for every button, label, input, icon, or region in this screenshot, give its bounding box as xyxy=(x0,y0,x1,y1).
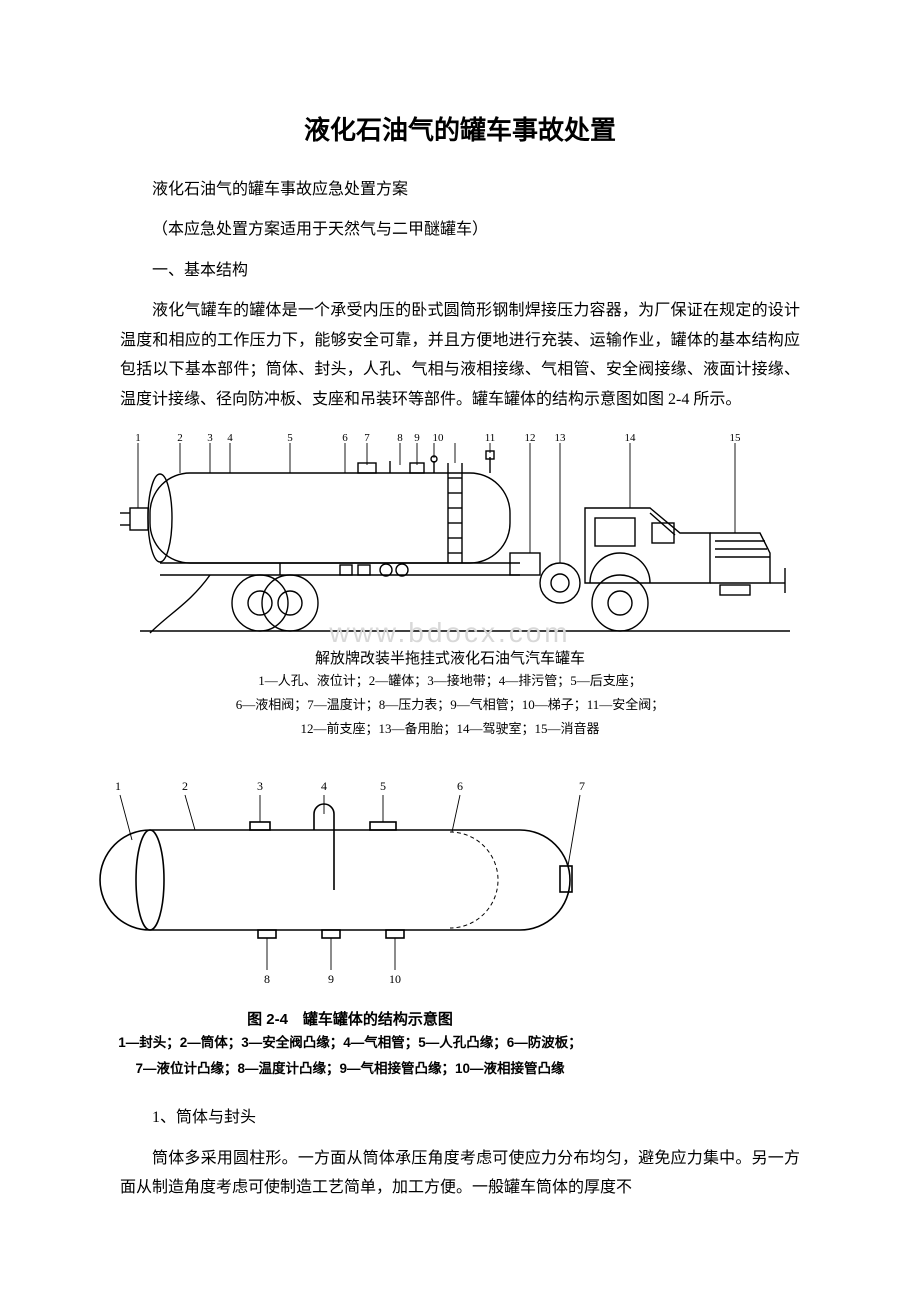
fig1-caption-line2: 6—液相阀；7—温度计；8—压力表；9—气相管；10—梯子；11—安全阀； xyxy=(90,694,810,716)
fig1-caption-line1: 1—人孔、液位计；2—罐体；3—接地带；4—排污管；5—后支座； xyxy=(90,670,810,692)
fig2-caption-main: 图 2-4 罐车罐体的结构示意图 xyxy=(90,1008,610,1029)
fig2-label-5: 5 xyxy=(380,779,386,793)
paragraph-body-1: 液化气罐车的罐体是一个承受内压的卧式圆筒形钢制焊接压力容器，为厂保证在规定的设计… xyxy=(120,296,800,414)
tank-diagram-svg: 1 2 3 4 5 6 7 8 9 10 xyxy=(90,770,610,990)
fig1-caption-line3: 12—前支座；13—备用胎；14—驾驶室；15—消音器 xyxy=(90,718,810,740)
paragraph-intro-1: 液化石油气的罐车事故应急处置方案 xyxy=(120,175,800,205)
subsection-heading-1: 1、筒体与封头 xyxy=(120,1103,800,1133)
truck-diagram-svg: 1 2 3 4 5 6 7 8 9 10 11 12 13 14 15 xyxy=(90,433,810,643)
fig1-label-9: 9 xyxy=(414,433,420,444)
fig2-caption-line2: 7—液位计凸缘；8—温度计凸缘；9—气相接管凸缘；10—液相接管凸缘 xyxy=(90,1057,610,1081)
fig2-label-2: 2 xyxy=(182,779,188,793)
fig1-label-1: 1 xyxy=(135,433,141,444)
watermark-text: www.bdocx.com xyxy=(90,617,810,649)
fig1-label-2: 2 xyxy=(177,433,183,444)
fig2-caption-line1: 1—封头；2—筒体；3—安全阀凸缘；4—气相管；5—人孔凸缘；6—防波板； xyxy=(90,1031,610,1055)
paragraph-body-2: 筒体多采用圆柱形。一方面从筒体承压角度考虑可使应力分布均匀，避免应力集中。另一方… xyxy=(120,1144,800,1203)
page-title: 液化石油气的罐车事故处置 xyxy=(120,110,800,147)
fig1-label-11: 11 xyxy=(485,433,496,444)
fig1-label-4: 4 xyxy=(227,433,233,444)
figure-truck: 1 2 3 4 5 6 7 8 9 10 11 12 13 14 15 www.… xyxy=(90,433,810,740)
fig1-label-15: 15 xyxy=(730,433,742,444)
fig2-label-10: 10 xyxy=(389,972,401,986)
fig1-label-8: 8 xyxy=(397,433,403,444)
fig2-label-4: 4 xyxy=(321,779,327,793)
fig1-label-7: 7 xyxy=(364,433,370,444)
fig1-label-6: 6 xyxy=(342,433,348,444)
figure-tank: 1 2 3 4 5 6 7 8 9 10 图 2-4 罐车罐体的结构示意图 1—… xyxy=(90,770,610,1082)
section-heading-1: 一、基本结构 xyxy=(120,256,800,286)
fig2-label-3: 3 xyxy=(257,779,263,793)
fig1-label-13: 13 xyxy=(555,433,567,444)
fig2-label-7: 7 xyxy=(579,779,585,793)
fig2-label-6: 6 xyxy=(457,779,463,793)
fig1-label-10: 10 xyxy=(433,433,445,444)
fig1-label-14: 14 xyxy=(625,433,637,444)
paragraph-intro-2: （本应急处置方案适用于天然气与二甲醚罐车） xyxy=(120,215,800,245)
fig1-label-3: 3 xyxy=(207,433,213,444)
fig2-label-9: 9 xyxy=(328,972,334,986)
fig1-label-5: 5 xyxy=(287,433,293,444)
fig2-label-8: 8 xyxy=(264,972,270,986)
fig1-label-12: 12 xyxy=(525,433,536,444)
document-page: 液化石油气的罐车事故处置 液化石油气的罐车事故应急处置方案 （本应急处置方案适用… xyxy=(0,0,920,1271)
fig2-label-1: 1 xyxy=(115,779,121,793)
fig1-caption-main: 解放牌改装半拖挂式液化石油气汽车罐车 xyxy=(90,647,810,668)
